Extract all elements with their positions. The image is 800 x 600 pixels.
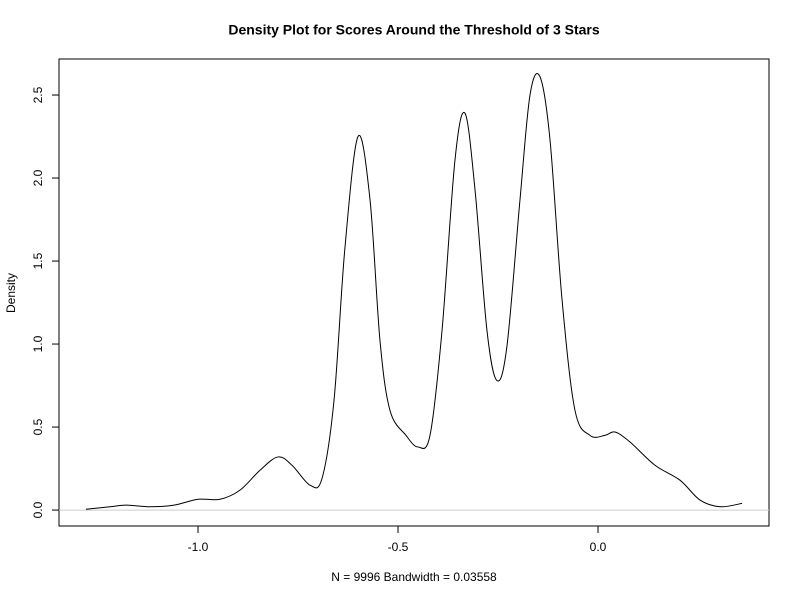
y-tick-label: 2.5 [31,86,45,103]
x-tick-label: -1.0 [188,540,209,554]
y-tick-label: 2.0 [31,169,45,186]
y-tick-label: 1.0 [31,335,45,352]
y-tick-label: 1.5 [31,252,45,269]
chart-title: Density Plot for Scores Around the Thres… [228,22,600,38]
y-tick-label: 0.5 [31,418,45,435]
x-tick-label: -0.5 [388,540,409,554]
x-tick-label: 0.0 [590,540,607,554]
x-axis-label: N = 9996 Bandwidth = 0.03558 [331,570,497,584]
y-axis-label: Density [4,273,18,313]
y-tick-label: 0.0 [31,501,45,518]
density-line [85,73,743,510]
plot-frame [58,58,770,527]
